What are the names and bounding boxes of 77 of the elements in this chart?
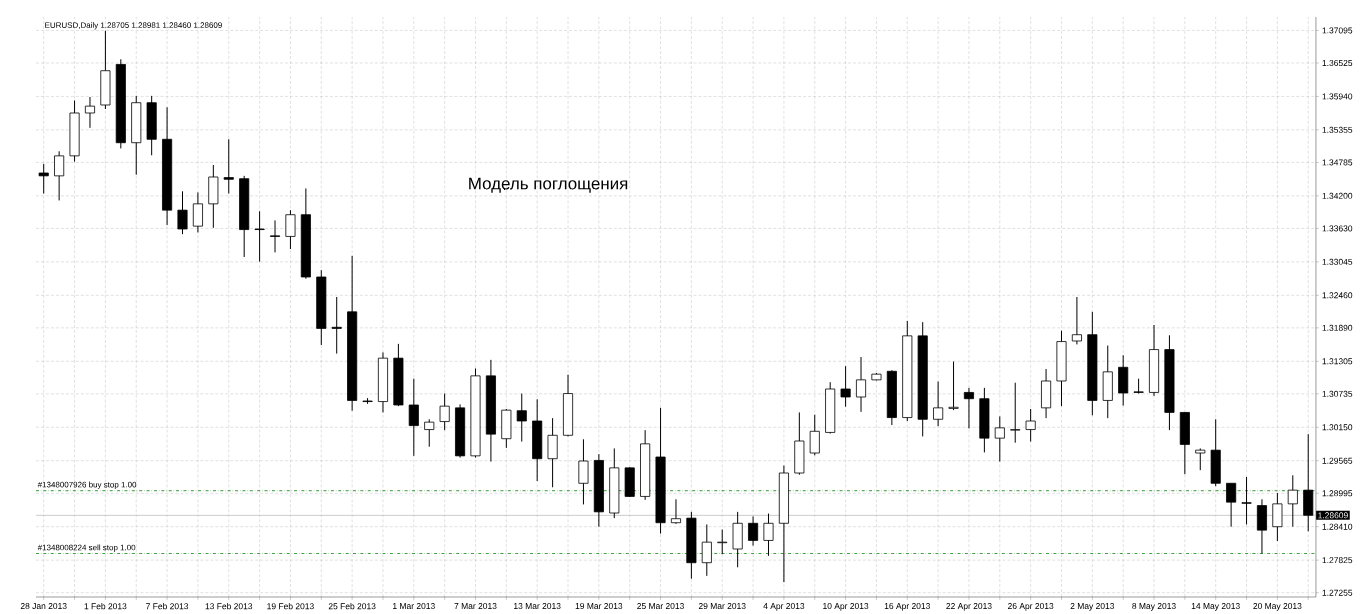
- x-tick-label: 16 Apr 2013: [884, 603, 930, 611]
- candlestick: [1272, 492, 1283, 542]
- candlestick: [285, 209, 296, 250]
- candlestick: [1287, 474, 1298, 528]
- x-tick-label: 25 Mar 2013: [637, 603, 684, 610]
- x-tick-label: 14 May 2013: [1191, 603, 1240, 611]
- x-tick-label: 20 May 2013: [1253, 603, 1302, 611]
- y-tick-label: 1.29565: [1322, 457, 1353, 464]
- candlestick: [840, 365, 851, 408]
- candlestick: [748, 515, 759, 547]
- y-tick-label: 1.33630: [1322, 225, 1353, 232]
- y-tick-label: 1.34200: [1322, 192, 1353, 199]
- x-tick-label: 26 Apr 2013: [1008, 603, 1054, 611]
- candlestick: [963, 387, 974, 429]
- candlestick: [223, 138, 234, 195]
- x-tick-label: 7 Mar 2013: [454, 603, 497, 610]
- candlestick: [54, 150, 65, 201]
- y-tick-label: 1.31305: [1322, 358, 1353, 365]
- ref-line-label: 1.28609: [1318, 512, 1348, 519]
- annotation: Модель поглощения: [469, 177, 628, 193]
- candlestick: [763, 513, 774, 557]
- candlestick: [717, 529, 728, 555]
- candlestick: [670, 498, 681, 525]
- y-tick-label: 1.32460: [1322, 292, 1353, 299]
- y-tick-label: 1.30150: [1322, 424, 1353, 431]
- x-tick-label: 8 May 2013: [1132, 603, 1176, 611]
- candlestick: [254, 210, 265, 263]
- x-tick-label: 19 Mar 2013: [575, 603, 623, 610]
- y-tick-label: 1.28995: [1322, 490, 1353, 497]
- candlestick: [408, 378, 419, 457]
- x-tick-label: 13 Feb 2013: [205, 603, 253, 610]
- candlestick: [38, 163, 49, 195]
- candlestick: [948, 361, 959, 411]
- x-tick-label: 7 Feb 2013: [146, 603, 189, 610]
- x-tick-label: 10 Apr 2013: [823, 603, 869, 611]
- y-tick-label: 1.34785: [1322, 159, 1353, 166]
- y-tick-label: 1.35355: [1322, 126, 1353, 133]
- x-tick-label: 1 Mar 2013: [393, 603, 435, 610]
- candlestick: [1071, 296, 1082, 345]
- candlestick: [1010, 382, 1021, 444]
- candlestick: [1226, 482, 1237, 528]
- candlestick: [270, 219, 281, 253]
- y-tick-label: 1.27255: [1322, 589, 1353, 596]
- candlestick: [701, 523, 712, 577]
- candlestick: [855, 356, 867, 413]
- y-tick-label: 1.33045: [1322, 258, 1353, 265]
- candlestick: [1241, 476, 1252, 525]
- y-tick-label: 1.36525: [1322, 60, 1353, 66]
- x-tick-label: 28 Jan 2013: [20, 603, 67, 610]
- x-tick-label: 13 Mar 2013: [514, 603, 561, 610]
- candlestick: [177, 190, 188, 235]
- x-tick-label: 22 Apr 2013: [946, 603, 992, 611]
- x-tick-label: 1 Feb 2013: [84, 603, 127, 610]
- candlestick: [809, 414, 820, 456]
- candlestick: [1195, 447, 1206, 471]
- y-tick-label: 1.30735: [1322, 390, 1353, 397]
- candlestick: [933, 381, 944, 427]
- y-tick-label: 1.27825: [1322, 557, 1353, 564]
- candlestick: [331, 296, 342, 355]
- candlestick: [547, 417, 558, 488]
- x-tick-label: 29 Mar 2013: [698, 603, 746, 610]
- candlestick: [578, 438, 589, 505]
- candlestick: [84, 96, 95, 129]
- candlestick: [516, 393, 527, 443]
- x-tick-label: 4 Apr 2013: [763, 603, 805, 611]
- candlestick: [994, 415, 1005, 463]
- candlestick: [424, 418, 435, 448]
- x-tick-label: 19 Feb 2013: [267, 603, 314, 610]
- x-tick-label: 25 Feb 2013: [328, 603, 376, 610]
- y-tick-label: 1.37095: [1322, 27, 1353, 34]
- y-tick-label: 1.35940: [1322, 93, 1353, 100]
- y-tick-label: 1.31890: [1322, 324, 1353, 331]
- candlestick: [439, 393, 450, 431]
- candlestick: [192, 191, 203, 233]
- candlestick: [1025, 408, 1036, 443]
- x-tick-label: 2 May 2013: [1070, 603, 1115, 611]
- y-tick-label: 1.28410: [1322, 523, 1353, 530]
